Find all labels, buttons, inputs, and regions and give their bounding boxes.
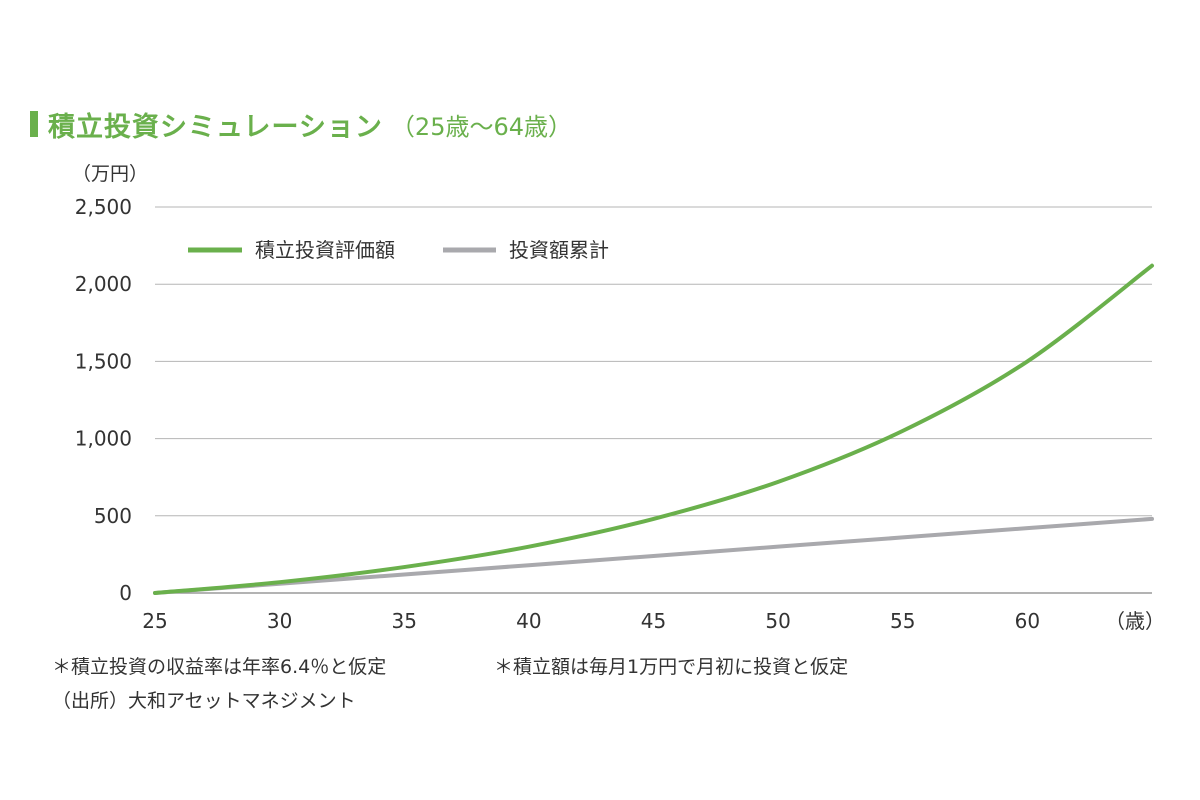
title-accent-bar — [30, 111, 38, 137]
x-tick-label-45: 45 — [641, 609, 666, 633]
y-tick-label-2500: 2,500 — [75, 195, 132, 219]
legend-item-valuation: 積立投資評価額 — [188, 238, 395, 262]
legend-item-cumulative: 投資額累計 — [443, 238, 609, 262]
y-tick-label-500: 500 — [94, 504, 132, 528]
note-contribution-assumption: ＊積立額は毎月1万円で月初に投資と仮定 — [494, 656, 849, 678]
series-lines — [153, 263, 1154, 595]
legend-item-valuation-label: 積立投資評価額 — [255, 238, 395, 262]
y-axis-unit: （万円） — [72, 163, 148, 185]
x-tick-label-25: 25 — [142, 609, 167, 633]
chart-title: 積立投資シミュレーション （25歳～64歳） — [30, 104, 572, 144]
grid-lines — [155, 206, 1152, 594]
x-axis-ticks: 25 30 35 40 45 50 55 60 — [142, 609, 1040, 633]
note-return-assumption: ＊積立投資の収益率は年率6.4％と仮定 — [52, 656, 387, 678]
legend-item-cumulative-label: 投資額累計 — [509, 238, 609, 262]
series-line-cumulative — [153, 516, 1154, 595]
y-axis-ticks: 0 500 1,000 1,500 2,000 2,500 — [75, 195, 132, 605]
x-tick-label-55: 55 — [890, 609, 915, 633]
x-tick-label-60: 60 — [1015, 609, 1040, 633]
x-tick-label-50: 50 — [765, 609, 790, 633]
note-source: （出所）大和アセットマネジメント — [52, 690, 356, 712]
chart-title-sub: （25歳～64歳） — [390, 112, 572, 141]
y-tick-label-1500: 1,500 — [75, 349, 132, 373]
y-tick-label-2000: 2,000 — [75, 272, 132, 296]
x-tick-label-40: 40 — [516, 609, 541, 633]
y-tick-label-1000: 1,000 — [75, 427, 132, 451]
x-axis-unit: （歳） — [1105, 609, 1165, 633]
y-tick-label-0: 0 — [119, 581, 132, 605]
chart-title-main: 積立投資シミュレーション — [48, 111, 383, 143]
series-line-valuation — [153, 263, 1154, 595]
x-tick-label-35: 35 — [392, 609, 417, 633]
x-tick-label-30: 30 — [267, 609, 292, 633]
legend: 積立投資評価額 投資額累計 — [188, 238, 609, 262]
